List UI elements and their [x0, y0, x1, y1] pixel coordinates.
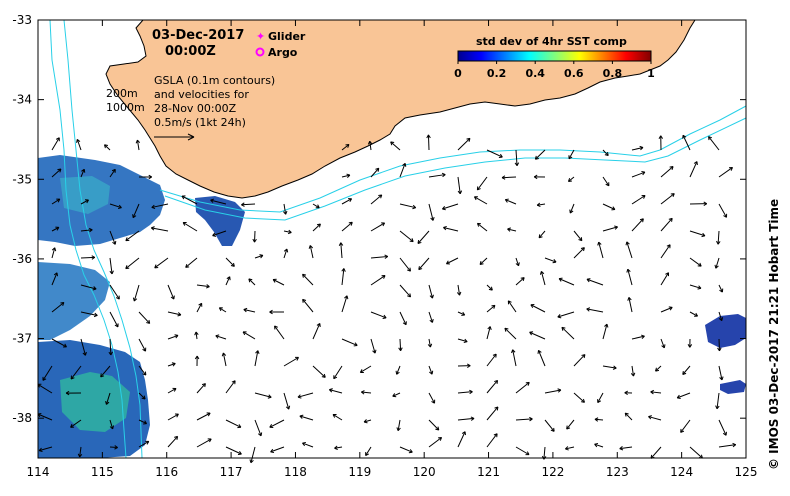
x-tick-label: 114	[27, 465, 50, 479]
y-tick-label: -34	[12, 93, 32, 107]
gsla-note-line-3: 28-Nov 00:00Z	[154, 102, 237, 115]
x-tick-label: 121	[477, 465, 500, 479]
gsla-note-line-2: and velocities for	[154, 88, 249, 101]
colorbar-tick-label: 0.8	[603, 67, 623, 80]
x-tick-label: 123	[606, 465, 629, 479]
colorbar-tick-label: 0.6	[564, 67, 584, 80]
y-tick-label: -35	[12, 172, 32, 186]
y-tick-label: -38	[12, 411, 32, 425]
argo-legend-label: Argo	[268, 46, 298, 59]
x-tick-label: 118	[284, 465, 307, 479]
y-tick-label: -37	[12, 332, 32, 346]
x-tick-label: 116	[155, 465, 178, 479]
colorbar-tick-label: 0	[454, 67, 462, 80]
y-tick-label: -33	[12, 13, 32, 27]
x-tick-label: 122	[541, 465, 564, 479]
time-label: 00:00Z	[165, 44, 216, 59]
x-tick-label: 115	[91, 465, 114, 479]
colorbar	[458, 51, 651, 61]
colorbar-tick-label: 0.2	[487, 67, 507, 80]
depth-label-200m: 200m	[106, 87, 138, 100]
x-tick-label: 119	[348, 465, 371, 479]
x-tick-label: 117	[220, 465, 243, 479]
glider-legend-label: Glider	[268, 30, 306, 43]
imos-credit: © IMOS 03-Dec-2017 21:21 Hobart Time	[767, 199, 781, 470]
x-tick-label: 125	[735, 465, 758, 479]
gsla-note-line-4: 0.5m/s (1kt 24h)	[154, 116, 246, 129]
colorbar-tick-label: 1	[647, 67, 655, 80]
date-label: 03-Dec-2017	[152, 28, 244, 43]
glider-icon: ✦	[256, 30, 265, 43]
colorbar-title: std dev of 4hr SST comp	[476, 35, 627, 48]
gsla-note-line-1: GSLA (0.1m contours)	[154, 74, 275, 87]
x-tick-label: 124	[670, 465, 693, 479]
x-tick-label: 120	[413, 465, 436, 479]
colorbar-tick-label: 0.4	[525, 67, 545, 80]
y-tick-label: -36	[12, 252, 32, 266]
depth-label-1000m: 1000m	[106, 101, 145, 114]
